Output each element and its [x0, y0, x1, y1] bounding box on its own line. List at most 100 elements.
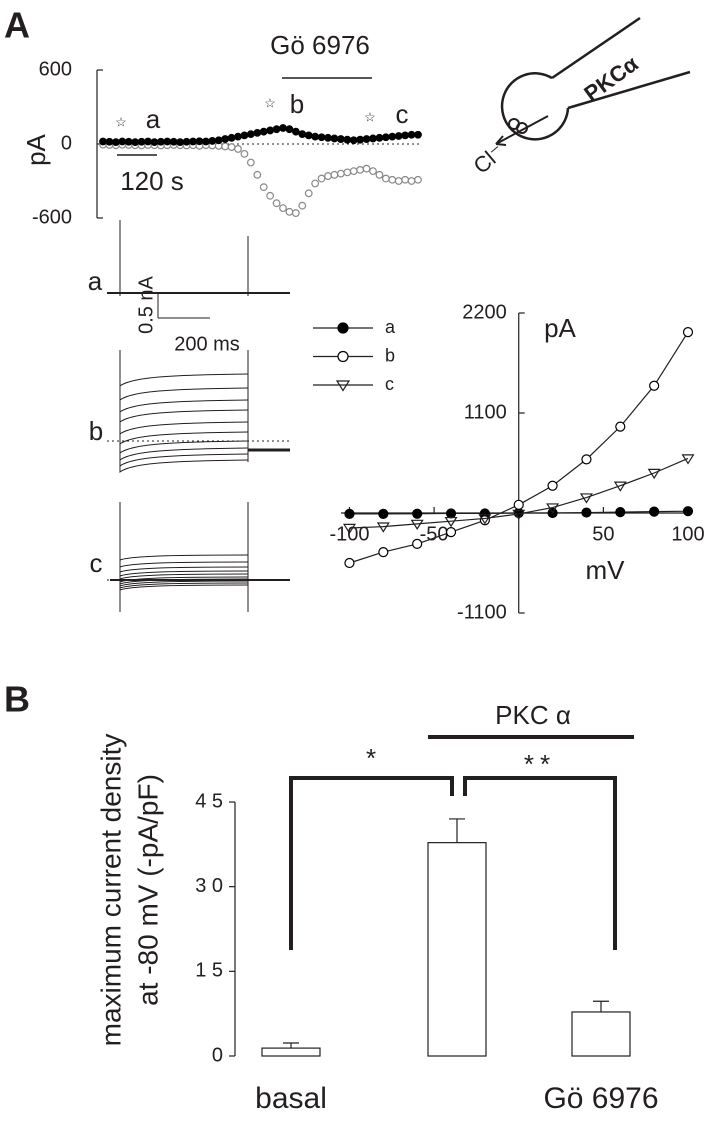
point-label: a — [146, 104, 161, 134]
marker — [407, 130, 416, 139]
marker — [246, 158, 255, 167]
x-tick-label: -100 — [329, 523, 369, 545]
marker — [285, 125, 294, 134]
marker — [615, 421, 626, 432]
trace — [119, 580, 249, 587]
trace — [119, 441, 249, 467]
marker — [124, 137, 133, 146]
marker — [137, 137, 146, 146]
significance-label: * — [366, 743, 376, 773]
marker — [546, 503, 560, 514]
marker — [144, 137, 152, 146]
trace — [119, 220, 249, 296]
error-bar — [593, 1000, 609, 1012]
bar — [427, 842, 487, 1057]
legend-marker — [337, 322, 349, 334]
trace — [119, 387, 249, 441]
y-tick-label: 2200 — [462, 301, 507, 323]
marker — [227, 133, 236, 142]
marker — [118, 137, 127, 146]
trace — [119, 440, 249, 454]
trace — [119, 573, 249, 580]
trace — [119, 431, 249, 445]
marker — [378, 508, 389, 520]
marker — [349, 167, 358, 176]
point-label: b — [290, 89, 304, 119]
marker — [304, 189, 313, 198]
marker — [581, 454, 592, 465]
marker — [388, 132, 397, 141]
legend-label: c — [385, 374, 394, 394]
marker — [311, 132, 320, 141]
trace — [119, 409, 249, 441]
cell-diagram: PKCα Cl⁻ — [468, 16, 691, 179]
marker — [649, 506, 660, 517]
marker — [240, 149, 249, 158]
marker — [227, 143, 236, 151]
y-axis-label: pA — [21, 133, 51, 165]
significance-bracket — [463, 776, 617, 950]
trace-label: b — [89, 416, 103, 446]
marker — [298, 201, 307, 210]
marker — [150, 138, 159, 147]
bar — [571, 1011, 631, 1057]
trace — [119, 399, 249, 441]
marker — [214, 136, 223, 145]
star: ☆ — [264, 95, 276, 110]
marker — [394, 132, 403, 140]
marker — [324, 172, 332, 180]
marker — [512, 509, 526, 520]
marker — [344, 557, 355, 569]
marker — [291, 127, 300, 136]
marker — [513, 499, 524, 510]
marker — [376, 522, 390, 533]
marker — [246, 130, 255, 139]
marker — [412, 508, 423, 519]
significance-label: ** — [524, 749, 556, 779]
marker — [176, 138, 185, 147]
y-tick-label: 0 — [212, 1044, 223, 1066]
marker — [266, 191, 275, 200]
time-scale-label: 120 s — [120, 166, 184, 196]
panel-label: A — [4, 5, 30, 46]
significance-bracket — [289, 776, 454, 950]
marker — [311, 179, 320, 188]
y-tick-label: 1100 — [464, 401, 507, 423]
marker — [253, 128, 262, 137]
marker — [381, 133, 390, 142]
trace — [119, 554, 249, 580]
marker — [253, 170, 262, 179]
marker — [259, 127, 268, 136]
marker — [369, 134, 377, 143]
marker — [221, 135, 230, 143]
marker — [682, 506, 694, 517]
trace — [119, 421, 249, 441]
marker — [414, 130, 422, 139]
marker — [478, 514, 492, 525]
marker — [291, 209, 300, 217]
marker — [163, 137, 172, 146]
legend-marker — [337, 350, 349, 363]
marker — [547, 480, 558, 491]
marker — [581, 507, 592, 518]
marker — [445, 508, 457, 519]
marker — [414, 175, 422, 184]
y-tick-label: -600 — [32, 206, 72, 228]
trace — [119, 441, 249, 473]
legend-marker — [335, 380, 351, 392]
marker — [272, 199, 281, 208]
marker — [266, 126, 275, 135]
arrow-head — [495, 135, 507, 146]
marker — [343, 135, 352, 144]
marker — [105, 137, 114, 146]
marker — [298, 130, 307, 139]
y-tick-label: 1 5 — [195, 960, 223, 982]
y-axis-label: maximum current density — [95, 734, 126, 1047]
marker — [381, 174, 390, 183]
y-axis-label: pA — [544, 313, 576, 343]
y-tick-label: 600 — [39, 58, 72, 80]
y-tick-label: 0 — [61, 132, 72, 154]
marker — [342, 523, 356, 535]
marker — [681, 454, 695, 465]
marker — [378, 546, 389, 558]
